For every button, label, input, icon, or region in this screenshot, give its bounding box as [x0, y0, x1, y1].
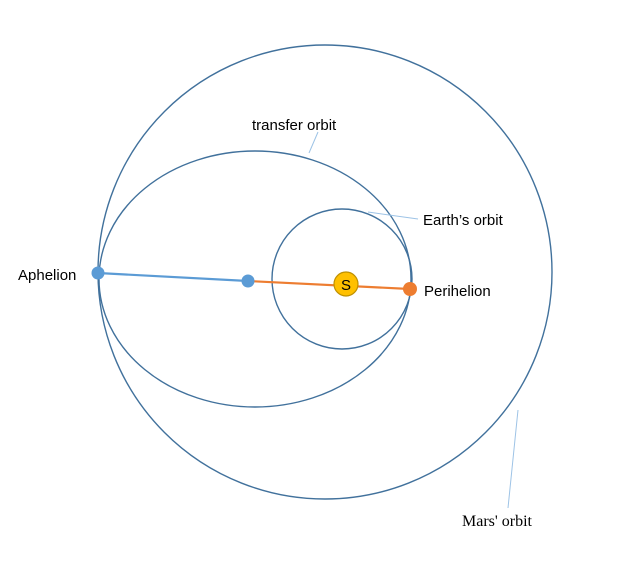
mars-orbit-leader	[507, 409, 519, 509]
aphelion-point	[91, 266, 105, 280]
perihelion-point	[403, 282, 417, 296]
transfer-orbit-ellipse	[98, 150, 412, 408]
transfer-orbit-leader	[308, 131, 319, 154]
earth-orbit-circle	[271, 208, 413, 350]
earth-orbit-label: Earth’s orbit	[423, 212, 504, 229]
mars-orbit-circle	[97, 44, 553, 500]
perihelion-axis-line	[247, 279, 411, 291]
mars-orbit-label: Mars' orbit	[462, 513, 533, 530]
sun-icon	[333, 271, 359, 297]
aphelion-label: Aphelion	[18, 267, 76, 284]
perihelion-label: Perihelion	[424, 283, 491, 300]
earth-orbit-leader	[367, 211, 419, 220]
sun-label: S	[341, 277, 351, 294]
transfer-center-point	[241, 274, 255, 288]
transfer-orbit-label: transfer orbit	[252, 117, 337, 134]
aphelion-axis-line	[97, 271, 249, 283]
